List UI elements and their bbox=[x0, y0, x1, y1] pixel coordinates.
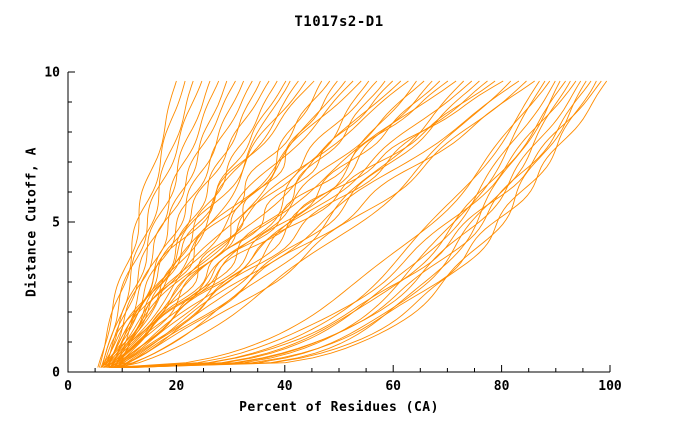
svg-text:0: 0 bbox=[64, 379, 72, 394]
svg-text:5: 5 bbox=[52, 216, 60, 231]
svg-text:100: 100 bbox=[598, 379, 622, 394]
svg-text:0: 0 bbox=[52, 366, 60, 381]
svg-text:40: 40 bbox=[277, 379, 293, 394]
svg-text:10: 10 bbox=[44, 66, 60, 81]
svg-text:80: 80 bbox=[494, 379, 510, 394]
svg-text:20: 20 bbox=[169, 379, 185, 394]
svg-text:60: 60 bbox=[385, 379, 401, 394]
chart-title: T1017s2-D1 bbox=[294, 14, 384, 30]
x-axis-label: Percent of Residues (CA) bbox=[239, 400, 439, 415]
